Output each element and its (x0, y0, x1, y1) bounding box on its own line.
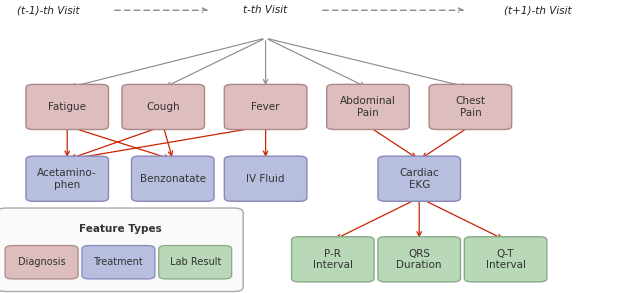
Text: QRS
Duration: QRS Duration (396, 248, 442, 270)
FancyBboxPatch shape (225, 156, 307, 201)
Text: IV Fluid: IV Fluid (246, 174, 285, 184)
Text: Feature Types: Feature Types (79, 224, 161, 234)
FancyBboxPatch shape (159, 246, 232, 279)
Text: Fever: Fever (252, 102, 280, 112)
FancyBboxPatch shape (122, 84, 205, 130)
FancyBboxPatch shape (378, 237, 461, 282)
Text: Acetamino-
phen: Acetamino- phen (37, 168, 97, 190)
FancyBboxPatch shape (326, 84, 410, 130)
FancyBboxPatch shape (26, 156, 108, 201)
Text: P-R
Interval: P-R Interval (313, 248, 353, 270)
FancyBboxPatch shape (225, 84, 307, 130)
Text: Benzonatate: Benzonatate (140, 174, 206, 184)
Text: Lab Result: Lab Result (170, 257, 221, 267)
Text: t-th Visit: t-th Visit (243, 5, 288, 15)
Text: Cardiac
EKG: Cardiac EKG (399, 168, 439, 190)
FancyBboxPatch shape (378, 156, 461, 201)
FancyBboxPatch shape (82, 246, 155, 279)
Text: Fatigue: Fatigue (48, 102, 86, 112)
Text: (t+1)-th Visit: (t+1)-th Visit (504, 5, 572, 15)
Text: Chest
Pain: Chest Pain (456, 96, 485, 118)
Text: Cough: Cough (147, 102, 180, 112)
FancyBboxPatch shape (429, 84, 512, 130)
Text: Diagnosis: Diagnosis (18, 257, 65, 267)
FancyBboxPatch shape (132, 156, 214, 201)
FancyBboxPatch shape (5, 246, 78, 279)
FancyBboxPatch shape (465, 237, 547, 282)
Text: Abdominal
Pain: Abdominal Pain (340, 96, 396, 118)
FancyBboxPatch shape (0, 208, 243, 292)
FancyBboxPatch shape (292, 237, 374, 282)
Text: (t-1)-th Visit: (t-1)-th Visit (17, 5, 79, 15)
Text: Q-T
Interval: Q-T Interval (486, 248, 525, 270)
Text: Treatment: Treatment (93, 257, 143, 267)
FancyBboxPatch shape (26, 84, 108, 130)
